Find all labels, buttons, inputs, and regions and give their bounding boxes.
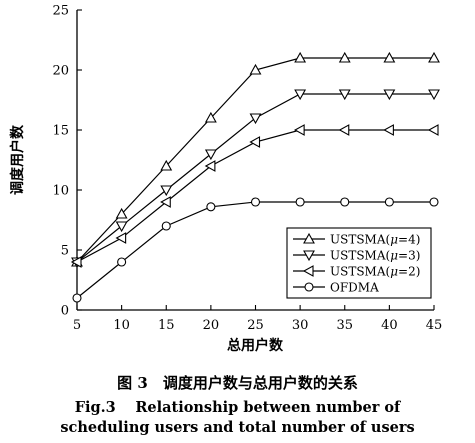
data-point: [427, 124, 439, 136]
caption-english-line1: Fig.3 Relationship between number of: [74, 399, 401, 416]
legend-label: USTSMA(μ=2): [330, 265, 420, 279]
data-point: [294, 89, 307, 101]
data-point: [338, 51, 351, 63]
data-point: [160, 159, 173, 171]
data-point: [429, 197, 439, 207]
data-point: [250, 197, 261, 207]
legend-label: OFDMA: [330, 281, 379, 295]
data-point: [72, 293, 82, 303]
series-group: [70, 51, 440, 303]
legend-entry: USTSMA(μ=4): [293, 233, 420, 247]
data-point: [384, 197, 394, 207]
legend-entry: USTSMA(μ=3): [293, 249, 420, 263]
legend-marker: [302, 265, 314, 277]
legend-marker: [304, 282, 314, 292]
data-point: [338, 124, 350, 136]
series-3: [70, 124, 439, 268]
series-2: [71, 89, 440, 269]
x-tick-label: 10: [113, 318, 130, 333]
data-point: [294, 51, 307, 63]
y-tick-label: 5: [61, 244, 69, 259]
data-point: [295, 197, 305, 207]
data-point: [161, 221, 171, 231]
data-point: [204, 149, 217, 161]
x-tick-label: 45: [426, 318, 443, 333]
legend-marker: [303, 250, 315, 262]
x-axis-label: 总用户数: [227, 337, 284, 354]
data-point: [428, 51, 440, 63]
caption-english-line2: scheduling users and total number of use…: [60, 419, 415, 436]
data-point: [249, 136, 261, 148]
x-tick-label: 40: [381, 318, 398, 333]
caption-chinese: 图 3 调度用户数与总用户数的关系: [117, 374, 358, 392]
y-tick-label: 15: [52, 124, 69, 139]
x-tick-label: 30: [292, 318, 309, 333]
legend: USTSMA(μ=4) USTSMA(μ=3) USTSMA(μ=2) OFDMA: [286, 227, 432, 299]
x-tick-label: 5: [73, 318, 81, 333]
y-tick-label: 10: [52, 184, 69, 199]
data-point: [115, 207, 128, 219]
legend-label: USTSMA(μ=4): [330, 233, 420, 247]
data-point: [160, 196, 171, 208]
series-4: [72, 197, 439, 303]
data-point: [70, 256, 82, 268]
data-point: [249, 113, 262, 125]
data-point: [160, 185, 173, 197]
y-tick-label: 0: [61, 304, 69, 319]
x-tick-label: 15: [158, 318, 175, 333]
data-point: [115, 221, 128, 233]
legend-label: USTSMA(μ=3): [330, 249, 420, 263]
x-tick-label: 20: [203, 318, 220, 333]
y-tick-label: 20: [52, 64, 69, 79]
x-tick-label: 35: [336, 318, 353, 333]
data-point: [293, 124, 305, 136]
data-point: [383, 89, 396, 101]
data-point: [117, 257, 127, 267]
data-point: [338, 89, 351, 101]
x-tick-label: 25: [247, 318, 264, 333]
data-point: [206, 202, 216, 212]
data-point: [204, 160, 216, 172]
data-point: [340, 197, 350, 207]
data-point: [428, 89, 440, 101]
legend-entry: OFDMA: [293, 281, 379, 295]
legend-entry: USTSMA(μ=2): [293, 265, 420, 279]
legend-marker: [303, 232, 315, 244]
data-point: [204, 111, 217, 123]
data-point: [383, 51, 396, 63]
data-point: [115, 232, 127, 244]
y-tick-label: 25: [52, 4, 69, 19]
data-point: [383, 124, 394, 136]
data-point: [249, 63, 262, 75]
y-axis-label: 调度用户数: [9, 124, 26, 195]
